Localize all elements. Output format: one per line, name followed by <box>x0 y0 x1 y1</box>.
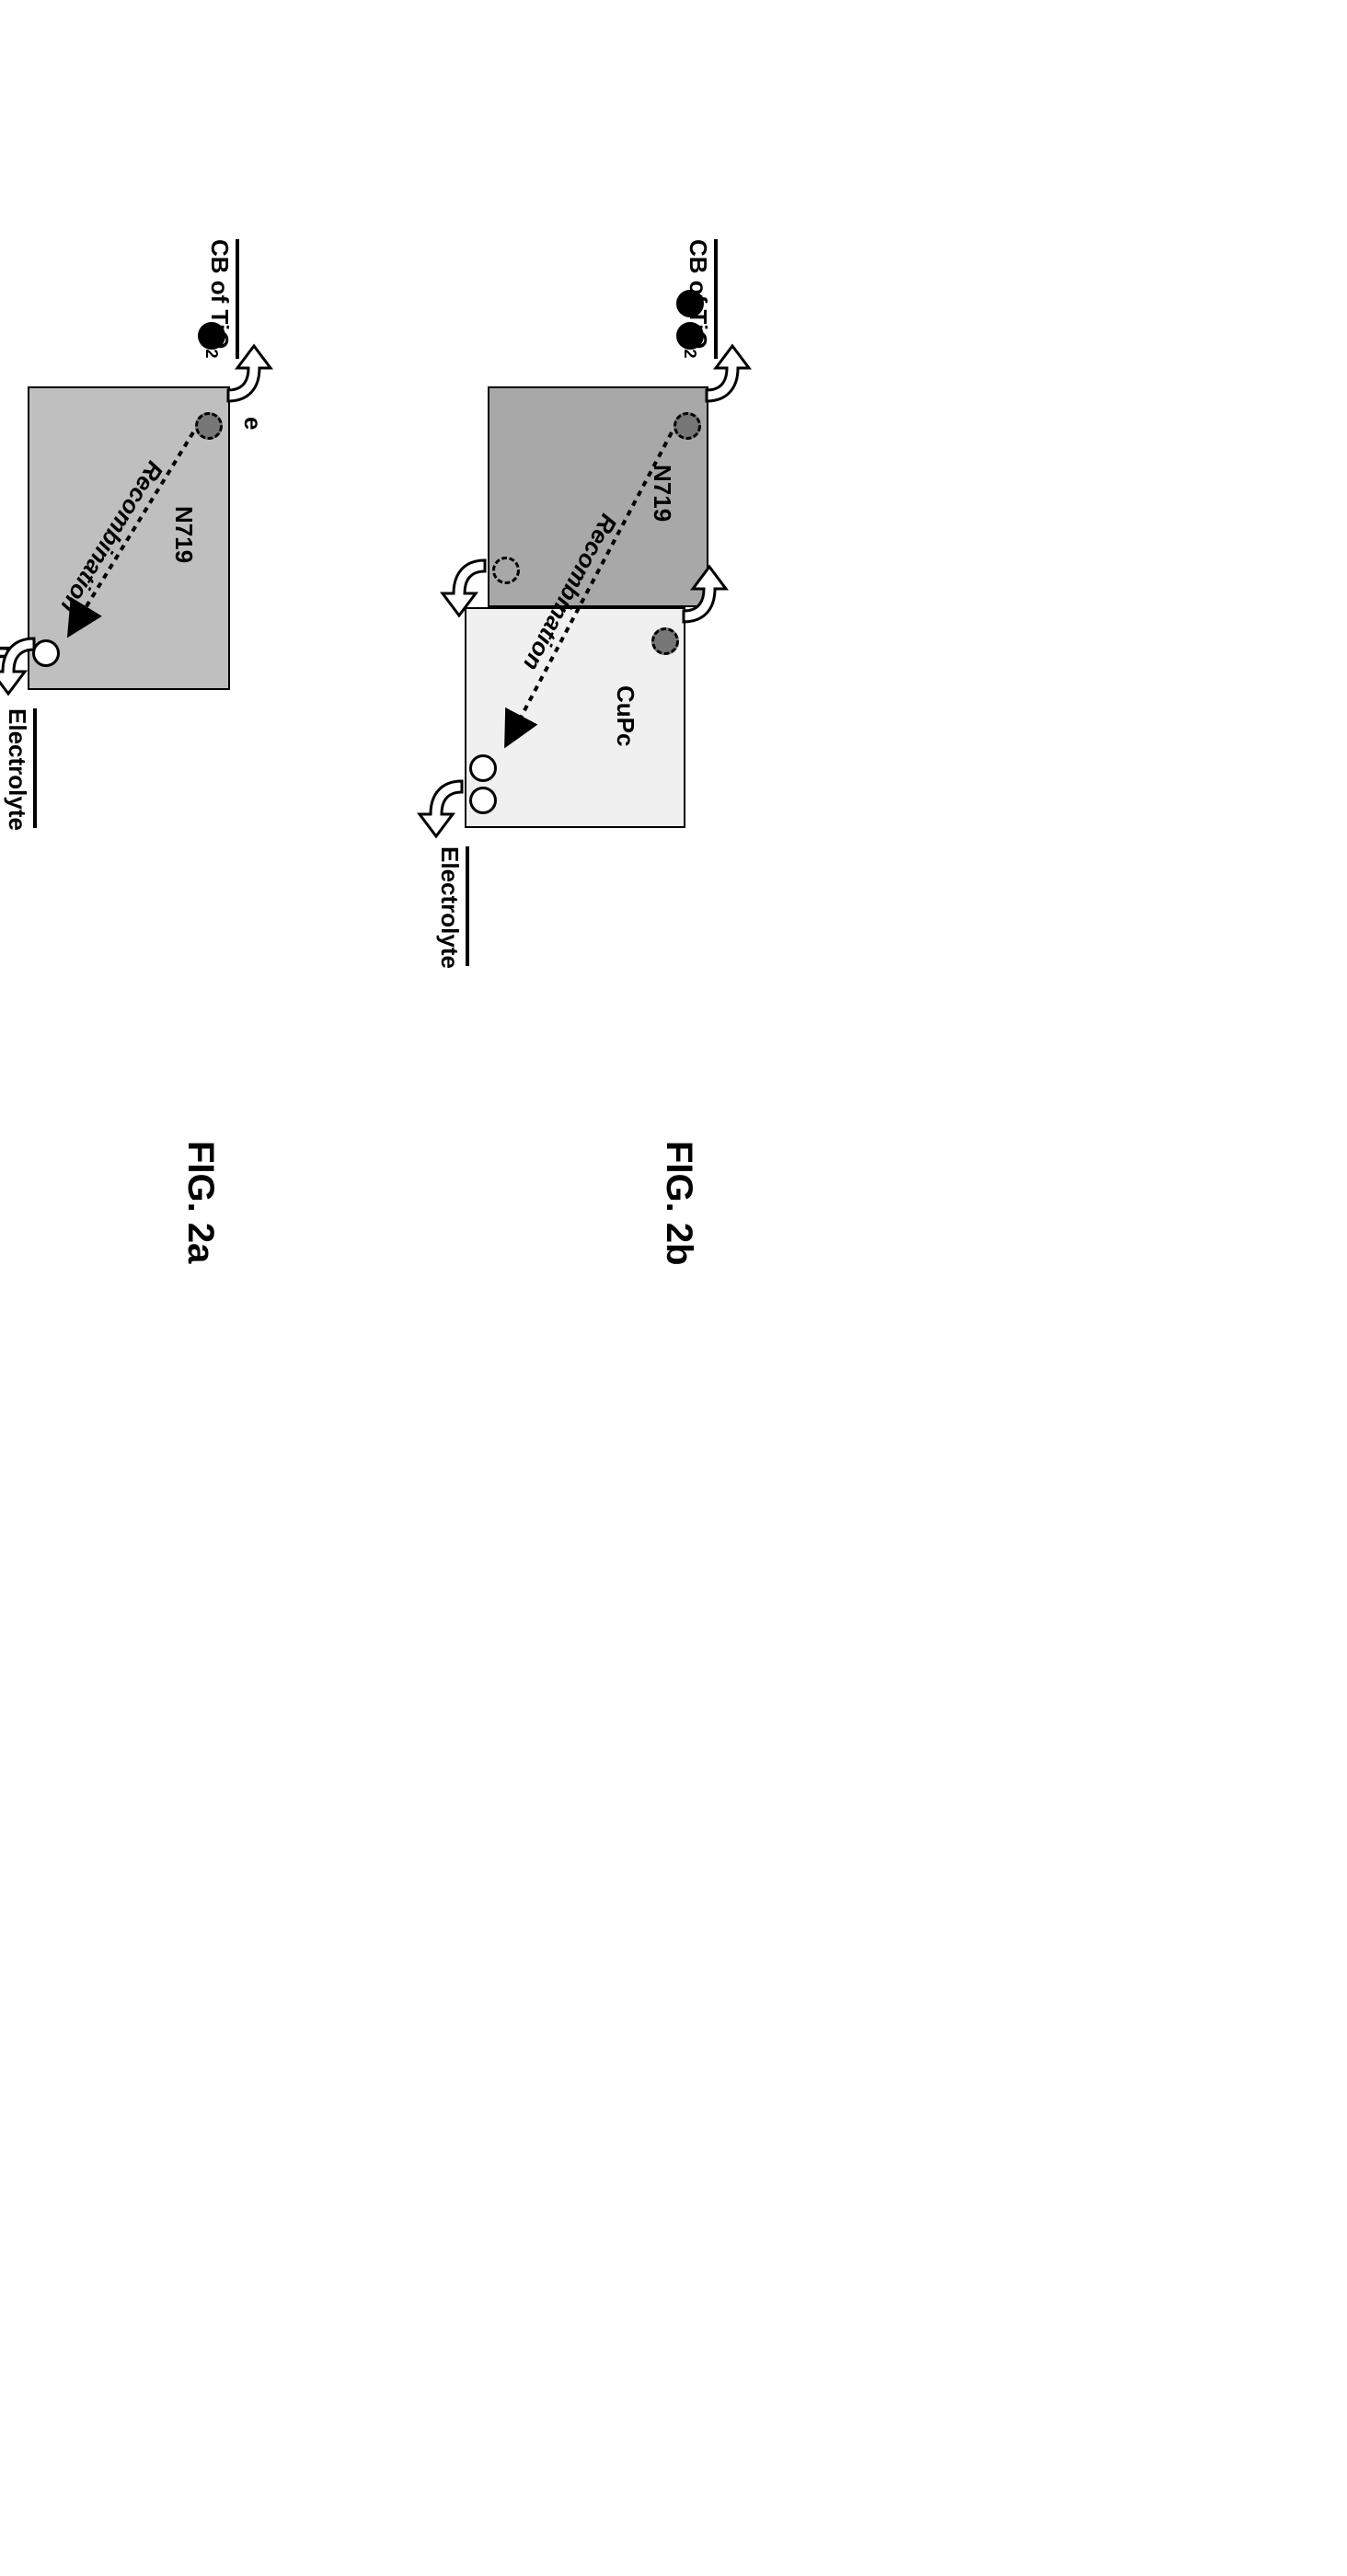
recombination-arrow-icon <box>0 239 276 837</box>
recombination-arrow-icon <box>405 239 754 975</box>
fig-2a-caption: FIG. 2a <box>179 1141 221 1263</box>
fig-2b-caption: FIG. 2b <box>658 1141 699 1266</box>
fig-2a: CB of TiO2 Electrolyte N719 e h <box>0 239 276 837</box>
fig-2b: CB of TiO2 Electrolyte N719 CuPc <box>405 239 754 975</box>
